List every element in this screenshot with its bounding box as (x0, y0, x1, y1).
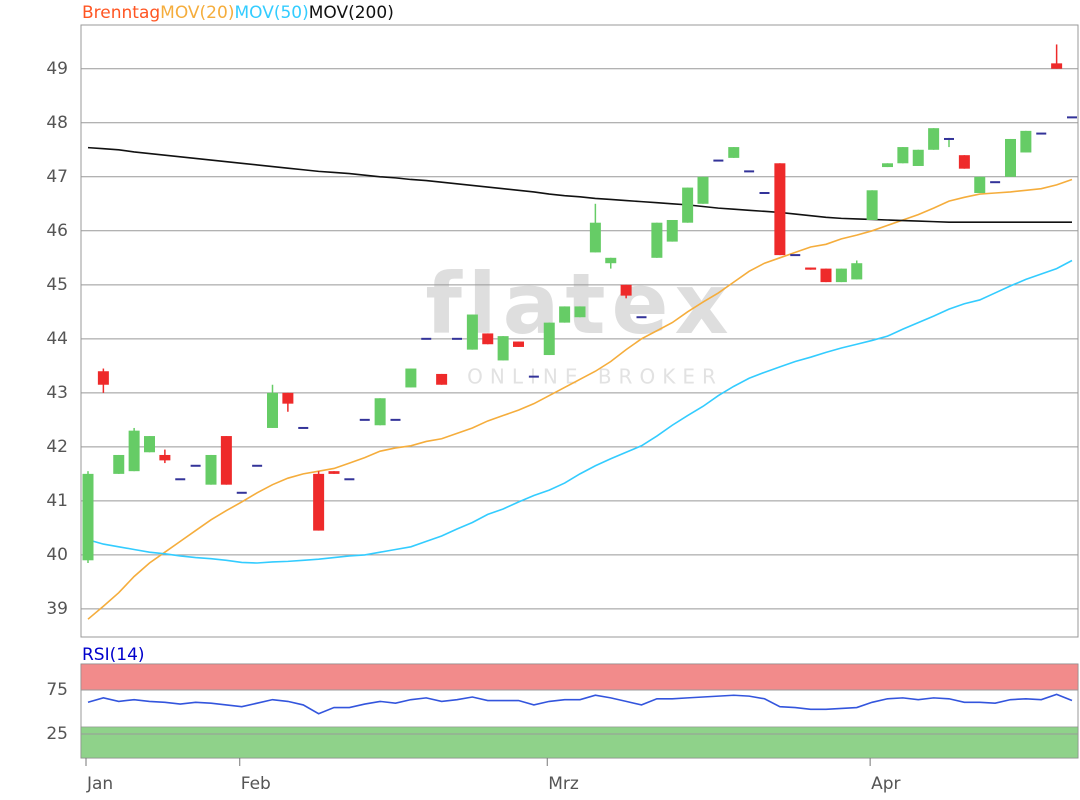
plot-frame (80, 24, 1079, 638)
y-tick-label: 41 (46, 491, 68, 511)
y-tick-label: 43 (46, 383, 68, 403)
rsi-band (80, 726, 1079, 759)
y-tick-label: 46 (46, 221, 68, 241)
candle-body (728, 147, 740, 158)
candle-body (1051, 63, 1063, 69)
y-tick-label: 49 (46, 59, 68, 79)
candle-body (697, 176, 709, 204)
candle-body (220, 436, 232, 485)
y-tick-label: 75 (46, 680, 68, 700)
candle-body (974, 176, 986, 193)
candle-body (589, 222, 601, 253)
legend: BrenntagMOV(20)MOV(50)MOV(200) (82, 3, 394, 23)
x-tick-label: Jan (86, 774, 113, 794)
moving-average-line (87, 146, 1072, 223)
candle-body (835, 268, 847, 283)
candle-body (436, 373, 448, 385)
candle-body (482, 333, 494, 345)
candle-body (543, 322, 555, 356)
candle-body (513, 341, 524, 347)
legend-entry: Brenntag (82, 3, 160, 23)
candle-body (497, 336, 509, 361)
candle-body (97, 371, 109, 385)
candle-body (928, 128, 940, 150)
candle-body (605, 257, 617, 264)
candle-body (574, 306, 586, 318)
candle-body (113, 454, 125, 474)
candle-body (82, 473, 94, 561)
x-tick-label: Apr (871, 774, 900, 794)
y-tick-label: 25 (46, 724, 68, 744)
x-tick-label: Feb (241, 774, 271, 794)
candle-body (128, 430, 140, 472)
candle-body (205, 454, 217, 485)
rsi-line (87, 693, 1073, 715)
candle-body (1020, 130, 1032, 153)
candle-body (897, 147, 909, 164)
candle-body (267, 392, 278, 428)
candle-body (774, 163, 786, 256)
candle-body (882, 163, 893, 168)
y-tick-label: 39 (46, 599, 68, 619)
moving-average-line (87, 178, 1073, 620)
panel-title: RSI(14) (82, 645, 145, 665)
y-tick-label: 40 (46, 545, 68, 565)
legend-entry: MOV(20) (160, 3, 234, 23)
y-tick-label: 44 (46, 329, 68, 349)
candle-body (159, 454, 171, 461)
candle-body (866, 190, 878, 220)
candle-body (328, 471, 340, 474)
candle-body (559, 306, 571, 323)
y-tick-label: 47 (46, 167, 68, 187)
candle-body (651, 222, 663, 258)
legend-entry: MOV(200) (309, 3, 394, 23)
candle-body (805, 267, 817, 270)
moving-average-line (87, 259, 1073, 564)
candle-body (144, 436, 155, 453)
candle-body (374, 398, 386, 426)
candle-body (313, 473, 325, 531)
y-tick-label: 45 (46, 275, 68, 295)
candle-body (666, 219, 678, 242)
candle-body (820, 268, 832, 283)
candle-body (912, 149, 924, 166)
candle-body (958, 155, 970, 169)
rsi-band (80, 663, 1079, 691)
candle-body (620, 284, 632, 296)
candle-body (682, 187, 694, 223)
watermark-subtitle: ONLINE BROKER (467, 365, 723, 389)
candle-body (282, 392, 294, 404)
candle-body (405, 368, 417, 388)
y-tick-label: 42 (46, 437, 68, 457)
legend-entry: MOV(50) (234, 3, 308, 23)
candle-body (1005, 138, 1016, 177)
candle-body (851, 263, 863, 280)
x-tick-label: Mrz (548, 774, 579, 794)
candle-body (466, 314, 478, 350)
y-tick-label: 48 (46, 113, 68, 133)
